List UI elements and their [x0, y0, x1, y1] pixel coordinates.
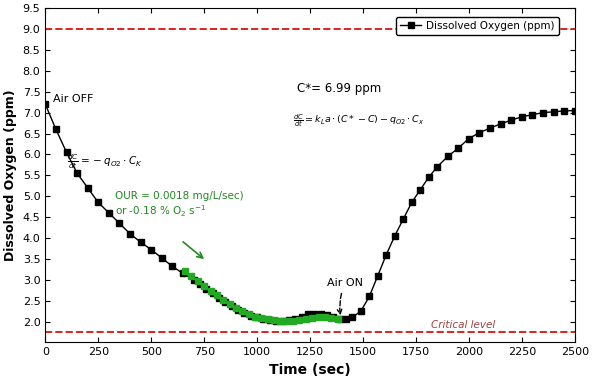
Text: OUR = 0.0018 mg/L/sec)
or -0.18 % O$_2$ s$^{-1}$: OUR = 0.0018 mg/L/sec) or -0.18 % O$_2$ … — [115, 191, 244, 219]
X-axis label: Time (sec): Time (sec) — [269, 363, 351, 377]
Text: Air ON: Air ON — [327, 278, 363, 314]
Y-axis label: Dissolved Oxygen (ppm): Dissolved Oxygen (ppm) — [4, 90, 17, 261]
Text: Critical level: Critical level — [431, 320, 495, 330]
Text: $\frac{dC}{dt}$$= k_L a \cdot (C* - C) - q_{O2} \cdot C_x$: $\frac{dC}{dt}$$= k_L a \cdot (C* - C) -… — [293, 112, 425, 129]
Text: Air OFF: Air OFF — [53, 94, 93, 104]
Text: $\frac{dC}{dt}$$= - q_{O2} \cdot C_K$: $\frac{dC}{dt}$$= - q_{O2} \cdot C_K$ — [66, 152, 142, 171]
Text: C*= 6.99 ppm: C*= 6.99 ppm — [297, 82, 382, 95]
Legend: Dissolved Oxygen (ppm): Dissolved Oxygen (ppm) — [396, 17, 559, 35]
